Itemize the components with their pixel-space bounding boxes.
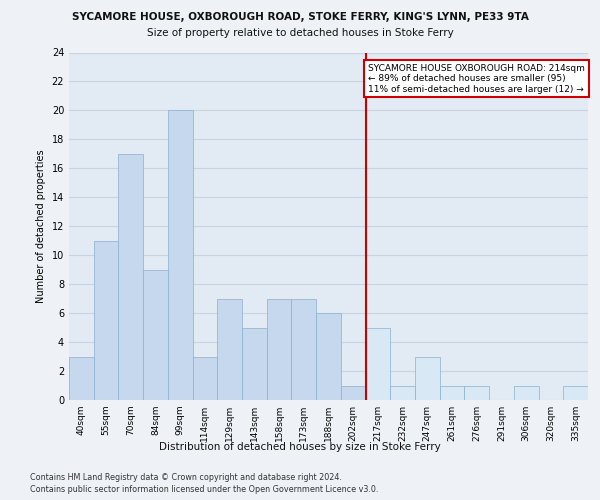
Bar [316,313,341,400]
Bar [94,240,118,400]
Bar [217,298,242,400]
Bar [365,328,390,400]
Bar [514,386,539,400]
Bar [563,386,588,400]
Text: Contains public sector information licensed under the Open Government Licence v3: Contains public sector information licen… [30,485,379,494]
Bar [143,270,168,400]
Text: Contains HM Land Registry data © Crown copyright and database right 2024.: Contains HM Land Registry data © Crown c… [30,472,342,482]
Bar [440,386,464,400]
Text: Distribution of detached houses by size in Stoke Ferry: Distribution of detached houses by size … [159,442,441,452]
Bar [341,386,365,400]
Bar [242,328,267,400]
Bar [69,356,94,400]
Text: SYCAMORE HOUSE OXBOROUGH ROAD: 214sqm
← 89% of detached houses are smaller (95)
: SYCAMORE HOUSE OXBOROUGH ROAD: 214sqm ← … [368,64,585,94]
Bar [168,110,193,400]
Bar [267,298,292,400]
Y-axis label: Number of detached properties: Number of detached properties [36,150,46,303]
Bar [292,298,316,400]
Bar [193,356,217,400]
Bar [390,386,415,400]
Bar [464,386,489,400]
Bar [118,154,143,400]
Text: SYCAMORE HOUSE, OXBOROUGH ROAD, STOKE FERRY, KING'S LYNN, PE33 9TA: SYCAMORE HOUSE, OXBOROUGH ROAD, STOKE FE… [71,12,529,22]
Bar [415,356,440,400]
Text: Size of property relative to detached houses in Stoke Ferry: Size of property relative to detached ho… [146,28,454,38]
